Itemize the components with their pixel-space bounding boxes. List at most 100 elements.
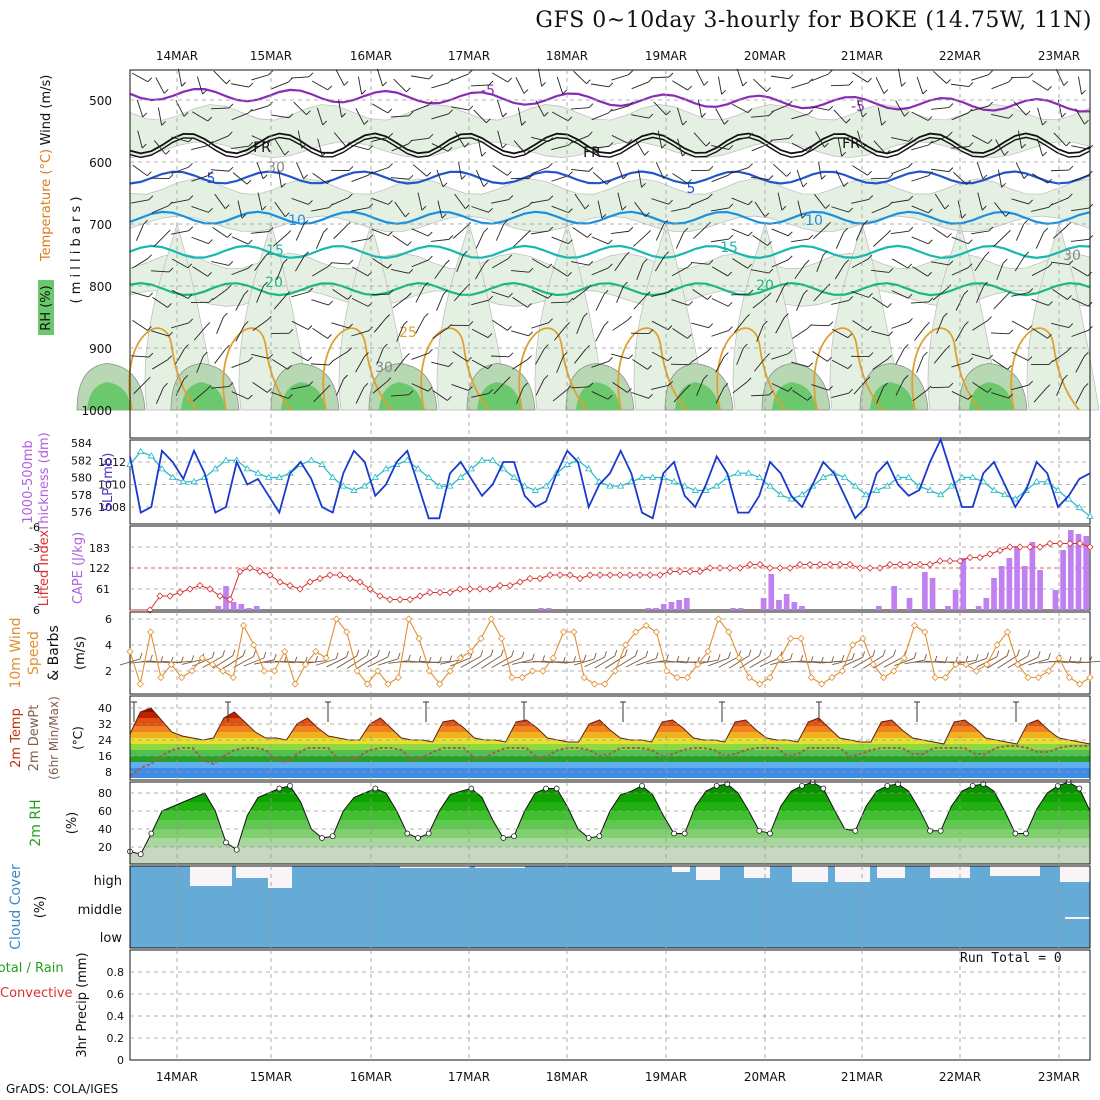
wind-barb	[471, 359, 489, 370]
wind-barb	[641, 182, 646, 188]
wind-barb	[787, 386, 793, 392]
wind-barb	[831, 299, 849, 305]
thickness-point	[414, 465, 422, 472]
wind-speed-point	[683, 673, 691, 682]
cloud-gap	[475, 866, 525, 868]
wind-barb	[587, 131, 593, 137]
wind-barb	[851, 199, 869, 204]
wind-barb	[460, 656, 481, 668]
thickness-axis-label: 1000-500mb	[21, 440, 36, 524]
wind-barb	[788, 231, 793, 237]
wind-barb	[601, 213, 607, 219]
wind-barb	[636, 262, 644, 280]
wind-speed-point	[580, 673, 588, 682]
wind-barb	[266, 315, 272, 321]
wind-speed-point	[972, 667, 981, 675]
wind-barb	[508, 292, 513, 298]
wind-barb	[507, 171, 512, 176]
wind-barb	[1083, 352, 1089, 357]
wind-barb	[773, 164, 787, 177]
wind-barb	[953, 171, 967, 185]
wind-barb	[1028, 658, 1049, 666]
cape-bar	[791, 602, 798, 610]
wind-barb	[388, 200, 393, 205]
wind-barb	[568, 171, 573, 176]
wind-barb	[586, 79, 591, 85]
wind-barb	[868, 293, 873, 298]
wind-barb	[1037, 107, 1043, 126]
wind-barb	[971, 230, 989, 235]
wind-speed-point	[766, 673, 774, 682]
wind-barb	[153, 233, 167, 248]
wind-barb	[1071, 174, 1089, 183]
wind-barb	[1031, 298, 1049, 306]
wind-barb	[373, 318, 387, 333]
wind-speed-point	[456, 654, 464, 662]
wind-barb	[768, 175, 774, 180]
wind-barb	[739, 655, 760, 669]
lifted-index-point	[746, 560, 754, 569]
wind-barb	[974, 255, 986, 272]
wind-barb	[337, 99, 343, 118]
lifted-index-point	[576, 574, 584, 583]
wind-barb	[428, 349, 433, 354]
cloud-gap	[672, 866, 690, 872]
lifted-index-point	[286, 581, 294, 590]
rh-point	[287, 782, 293, 789]
wind-barb	[512, 359, 528, 370]
wind-barb	[748, 289, 754, 295]
thickness-tick: 584	[71, 437, 92, 450]
wind-axis-label: Speed	[26, 631, 42, 675]
wind-barb	[991, 113, 1009, 119]
rh-point	[404, 830, 411, 837]
wind-barb	[343, 374, 348, 380]
wind-barb	[895, 348, 905, 365]
wind-barb	[591, 236, 609, 245]
wind-barb	[967, 263, 973, 268]
wind-speed-point	[363, 680, 371, 688]
wind-barb	[833, 109, 847, 124]
wind-barb	[930, 386, 950, 389]
rh-point	[969, 782, 976, 789]
wind-barb	[308, 381, 314, 386]
wind-barb	[307, 325, 313, 330]
date-tick-bottom: 19MAR	[645, 1070, 687, 1084]
lifted-index-point	[926, 560, 934, 569]
wind-barb	[232, 172, 248, 185]
wind-barb	[271, 391, 289, 399]
wind-barb	[913, 652, 917, 659]
wind-barb	[351, 174, 369, 182]
wind-barb	[191, 206, 209, 213]
wind-barb	[308, 200, 313, 205]
wind-barb	[168, 174, 174, 179]
wind-barb	[551, 111, 569, 122]
wind-barb	[214, 193, 226, 209]
lifted-index-point	[786, 564, 794, 572]
wind-barb	[488, 80, 494, 86]
wind-barb	[1071, 207, 1089, 212]
wind-barb	[910, 301, 930, 304]
lifted-index-point	[546, 571, 554, 579]
wind-barb	[552, 266, 568, 277]
wind-barb	[682, 151, 687, 157]
isotherm-line	[129, 136, 1091, 159]
precip-tick: 0	[117, 1054, 124, 1067]
wind-barb	[311, 299, 329, 306]
wind-barb	[1011, 292, 1029, 297]
wind-barb	[583, 312, 588, 318]
wind-speed-point	[250, 641, 258, 649]
rh-point	[543, 785, 549, 792]
wind-barb	[321, 151, 327, 157]
wind-speed-point	[239, 621, 248, 630]
lifted-index-tick: 6	[33, 604, 40, 617]
wind-speed-point	[167, 660, 175, 669]
wind-barb	[447, 396, 452, 401]
wind-barb	[751, 269, 769, 274]
wind-barb	[591, 267, 609, 276]
wind-speed-point	[487, 615, 495, 623]
wind-barb	[588, 260, 594, 266]
wind-barb	[326, 656, 347, 668]
wind-barb	[571, 168, 589, 172]
wind-barb	[844, 259, 850, 265]
isotherm-line	[420, 327, 490, 411]
